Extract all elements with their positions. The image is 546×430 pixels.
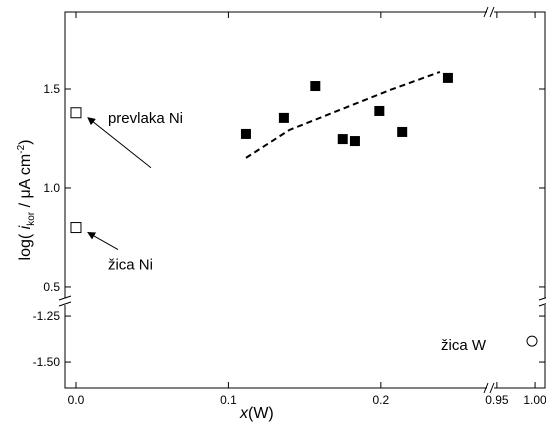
fit-line — [245, 71, 441, 159]
x-tick-label: 1.00 — [523, 393, 546, 407]
data-point — [349, 136, 360, 147]
data-point — [337, 134, 348, 145]
data-point — [442, 72, 453, 83]
data-point — [278, 112, 289, 123]
x-tick-label: 0.2 — [373, 393, 390, 407]
annotation: žica Ni — [108, 257, 153, 274]
data-point — [526, 335, 538, 347]
data-point — [240, 128, 251, 139]
x-tick-label: 0.1 — [220, 393, 237, 407]
annotation: prevlaka Ni — [108, 110, 183, 127]
annotation: žica W — [441, 337, 487, 354]
annotation-arrow — [87, 232, 119, 250]
y-tick-label: 0.5 — [43, 280, 60, 294]
data-point — [70, 107, 82, 119]
y-tick-label: 1.0 — [43, 181, 60, 195]
data-point — [374, 105, 385, 116]
y-tick-label: -1.50 — [33, 355, 61, 369]
plot-frame — [64, 11, 546, 389]
data-point — [310, 81, 321, 92]
data-point — [70, 222, 82, 234]
y-tick-label: 1.5 — [43, 82, 60, 96]
x-tick-label: 0.0 — [68, 393, 85, 407]
x-axis-label: x(W) — [239, 405, 274, 422]
annotation-arrow — [87, 117, 152, 169]
data-point — [397, 126, 408, 137]
axis-breaks — [58, 6, 546, 394]
y-axis-label: log( ikor / μA cm-2) — [16, 140, 37, 261]
x-tick-label: 0.95 — [485, 393, 509, 407]
y-tick-label: -1.25 — [33, 309, 61, 323]
